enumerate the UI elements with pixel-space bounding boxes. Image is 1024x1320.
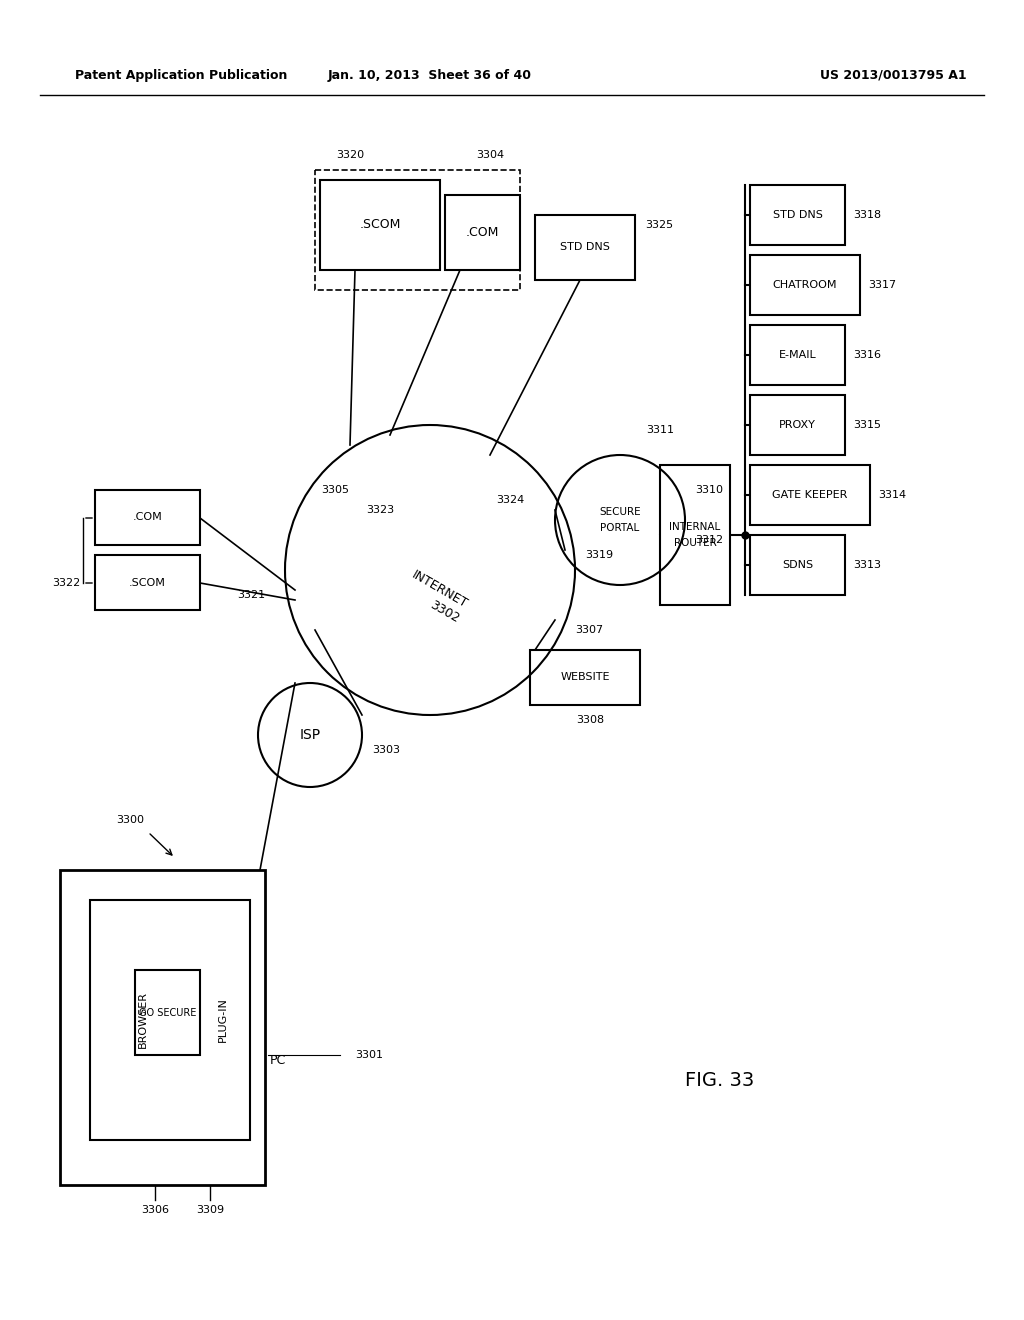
Text: 3309: 3309 — [196, 1205, 224, 1214]
Text: 3320: 3320 — [336, 150, 365, 160]
Text: 3313: 3313 — [853, 560, 881, 570]
Bar — [750, 395, 845, 455]
Text: 3306: 3306 — [141, 1205, 169, 1214]
Text: 3324: 3324 — [496, 495, 524, 506]
Text: 3318: 3318 — [853, 210, 881, 220]
Text: PORTAL: PORTAL — [600, 523, 640, 533]
Bar — [95, 490, 200, 545]
Bar — [445, 195, 520, 271]
Bar — [750, 185, 845, 246]
Text: .SCOM: .SCOM — [129, 578, 166, 587]
Bar — [535, 215, 635, 280]
Text: ROUTER: ROUTER — [674, 539, 717, 548]
Text: INTERNET: INTERNET — [410, 569, 470, 611]
Text: 3319: 3319 — [585, 550, 613, 560]
Bar — [90, 900, 250, 1140]
Text: 3321: 3321 — [237, 590, 265, 601]
Text: 3305: 3305 — [321, 484, 349, 495]
Text: US 2013/0013795 A1: US 2013/0013795 A1 — [820, 69, 967, 82]
Bar — [315, 170, 520, 290]
Text: SDNS: SDNS — [782, 560, 813, 570]
Text: GATE KEEPER: GATE KEEPER — [772, 490, 848, 500]
Text: STD DNS: STD DNS — [560, 243, 610, 252]
Bar — [660, 465, 730, 605]
Text: BROWSER: BROWSER — [137, 991, 147, 1048]
Text: 3323: 3323 — [366, 506, 394, 515]
Text: 3325: 3325 — [645, 220, 673, 230]
Text: 3302: 3302 — [428, 598, 462, 626]
Text: 3310: 3310 — [695, 484, 723, 495]
Bar — [319, 180, 440, 271]
Bar — [60, 870, 265, 1185]
Text: 3307: 3307 — [575, 624, 603, 635]
Text: 3300: 3300 — [116, 814, 144, 825]
Text: 3308: 3308 — [575, 715, 604, 725]
Text: ISP: ISP — [299, 729, 321, 742]
Text: Patent Application Publication: Patent Application Publication — [75, 69, 288, 82]
Text: .SCOM: .SCOM — [359, 219, 400, 231]
Text: 3314: 3314 — [878, 490, 906, 500]
Bar — [750, 325, 845, 385]
Text: 3303: 3303 — [372, 744, 400, 755]
Bar — [135, 970, 200, 1055]
Text: 3322: 3322 — [52, 578, 80, 587]
Text: PC: PC — [270, 1053, 287, 1067]
Text: STD DNS: STD DNS — [772, 210, 822, 220]
Text: CHATROOM: CHATROOM — [773, 280, 838, 290]
Text: 3312: 3312 — [695, 535, 723, 545]
Text: 3301: 3301 — [355, 1049, 383, 1060]
Text: INTERNAL: INTERNAL — [670, 521, 721, 532]
Text: GO SECURE: GO SECURE — [139, 1007, 197, 1018]
Text: WEBSITE: WEBSITE — [560, 672, 609, 682]
Text: Jan. 10, 2013  Sheet 36 of 40: Jan. 10, 2013 Sheet 36 of 40 — [328, 69, 532, 82]
Bar — [750, 465, 870, 525]
Text: 3317: 3317 — [868, 280, 896, 290]
Text: 3316: 3316 — [853, 350, 881, 360]
Bar — [530, 649, 640, 705]
Text: FIG. 33: FIG. 33 — [685, 1071, 755, 1089]
Bar — [750, 535, 845, 595]
Text: PROXY: PROXY — [779, 420, 816, 430]
Text: PLUG-IN: PLUG-IN — [217, 998, 227, 1043]
Text: SECURE: SECURE — [599, 507, 641, 517]
Text: .COM: .COM — [466, 226, 499, 239]
Text: E-MAIL: E-MAIL — [778, 350, 816, 360]
Text: 3311: 3311 — [646, 425, 674, 436]
Text: 3315: 3315 — [853, 420, 881, 430]
Bar — [750, 255, 860, 315]
Text: .COM: .COM — [133, 512, 163, 523]
Text: 3304: 3304 — [476, 150, 504, 160]
Bar — [95, 554, 200, 610]
